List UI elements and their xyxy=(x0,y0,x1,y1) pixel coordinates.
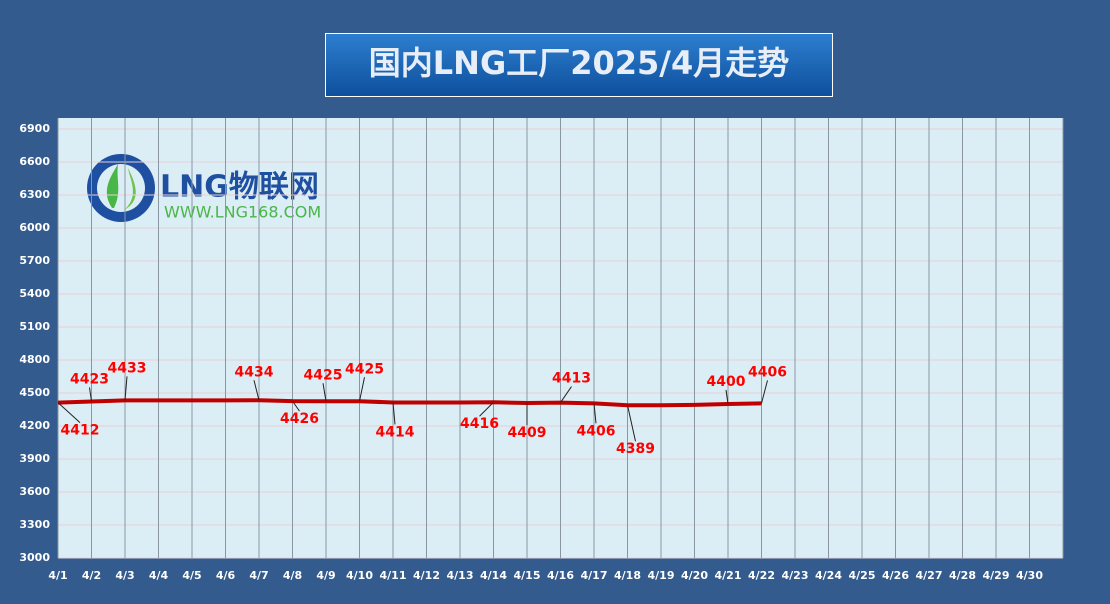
data-label: 4425 xyxy=(304,367,343,383)
x-tick-label: 4/21 xyxy=(715,569,742,582)
x-tick-label: 4/27 xyxy=(916,569,943,582)
x-tick-label: 4/9 xyxy=(316,569,335,582)
data-label: 4433 xyxy=(108,360,147,376)
data-label: 4406 xyxy=(577,423,616,439)
x-tick-label: 4/19 xyxy=(648,569,675,582)
x-tick-label: 4/30 xyxy=(1016,569,1043,582)
x-tick-label: 4/4 xyxy=(149,569,169,582)
x-tick-label: 4/22 xyxy=(748,569,775,582)
x-tick-label: 4/11 xyxy=(380,569,407,582)
logo-name: LNG物联网 xyxy=(160,170,319,205)
x-tick-label: 4/20 xyxy=(681,569,708,582)
line-series xyxy=(57,398,762,408)
leader-line xyxy=(292,400,300,412)
data-label: 4400 xyxy=(707,374,746,390)
x-tick-label: 4/8 xyxy=(283,569,302,582)
x-tick-label: 4/25 xyxy=(849,569,876,582)
data-label: 4409 xyxy=(508,425,547,441)
data-label: 4434 xyxy=(235,364,274,380)
logo-emblem xyxy=(124,168,136,210)
leader-line xyxy=(479,401,494,417)
data-label: 4423 xyxy=(70,371,109,387)
leader-line xyxy=(359,377,365,402)
y-tick-label: 3900 xyxy=(19,452,50,465)
y-tick-label: 3300 xyxy=(19,518,50,531)
x-tick-label: 4/5 xyxy=(182,569,201,582)
x-tick-label: 4/10 xyxy=(346,569,373,582)
data-label: 4389 xyxy=(616,441,655,457)
chart-title: 国内LNG工厂2025/4月走势 xyxy=(369,44,789,82)
y-tick-label: 3000 xyxy=(19,551,50,564)
leader-line xyxy=(761,380,768,404)
leader-line xyxy=(725,389,729,405)
y-tick-label: 4800 xyxy=(19,353,50,366)
data-label: 4412 xyxy=(61,423,100,439)
leader-line xyxy=(593,403,597,424)
x-tick-label: 4/1 xyxy=(48,569,67,582)
leader-line xyxy=(392,402,396,425)
leader-line xyxy=(253,380,260,401)
x-tick-label: 4/15 xyxy=(514,569,541,582)
data-label: 4414 xyxy=(376,424,415,440)
x-tick-label: 4/29 xyxy=(983,569,1010,582)
data-label: 4416 xyxy=(460,416,499,432)
x-tick-label: 4/3 xyxy=(115,569,134,582)
y-tick-label: 4200 xyxy=(19,419,50,432)
x-tick-label: 4/12 xyxy=(413,569,440,582)
y-tick-label: 4500 xyxy=(19,386,50,399)
x-tick-label: 4/14 xyxy=(480,569,507,582)
y-tick-label: 5400 xyxy=(19,287,50,300)
x-tick-label: 4/7 xyxy=(249,569,268,582)
y-tick-label: 3600 xyxy=(19,485,50,498)
x-tick-label: 4/23 xyxy=(782,569,809,582)
leader-line xyxy=(560,386,572,403)
logo-emblem xyxy=(106,164,119,208)
x-tick-label: 4/18 xyxy=(614,569,641,582)
data-label: 4425 xyxy=(345,361,384,377)
y-tick-label: 6600 xyxy=(19,155,50,168)
x-tick-label: 4/24 xyxy=(815,569,842,582)
y-tick-label: 6300 xyxy=(19,188,50,201)
x-tick-label: 4/13 xyxy=(447,569,474,582)
logo-url: WWW.LNG168.COM xyxy=(164,203,321,222)
x-tick-label: 4/17 xyxy=(581,569,608,582)
leader-line xyxy=(89,387,92,402)
logo-emblem xyxy=(97,164,145,212)
y-tick-label: 6000 xyxy=(19,221,50,234)
x-tick-label: 4/16 xyxy=(547,569,574,582)
leader-line xyxy=(627,405,636,442)
y-tick-label: 6900 xyxy=(19,122,50,135)
leader-line xyxy=(57,402,81,424)
y-tick-label: 5100 xyxy=(19,320,50,333)
x-tick-label: 4/6 xyxy=(216,569,236,582)
data-label: 4426 xyxy=(280,411,319,427)
x-tick-label: 4/26 xyxy=(882,569,909,582)
leader-line xyxy=(322,383,327,402)
y-tick-label: 5700 xyxy=(19,254,50,267)
title-box xyxy=(325,33,833,97)
x-tick-label: 4/2 xyxy=(82,569,101,582)
leader-line xyxy=(124,376,128,401)
data-label: 4413 xyxy=(552,371,591,387)
x-tick-label: 4/28 xyxy=(949,569,976,582)
data-label: 4406 xyxy=(748,364,787,380)
